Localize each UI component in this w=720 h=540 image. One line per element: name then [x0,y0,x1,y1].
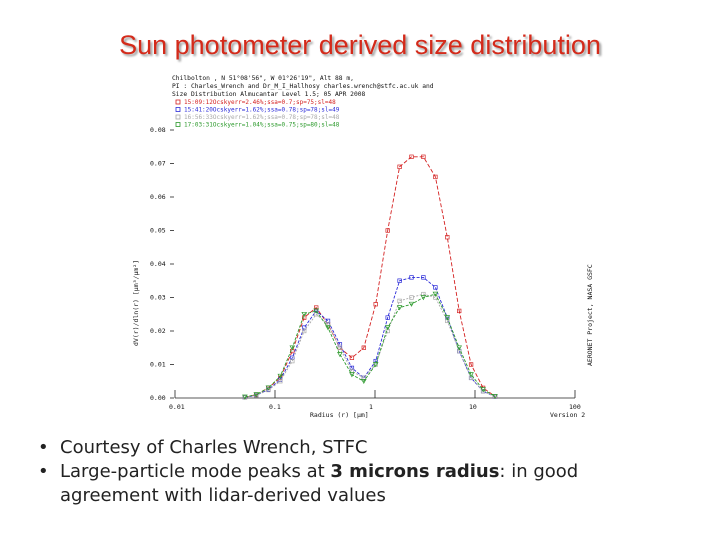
bullet-emphasis: 3 microns radius [330,461,500,482]
bullet-text: Courtesy of Charles Wrench, STFC [60,437,368,458]
legend-marker [175,107,181,112]
data-point [408,301,415,307]
data-point [385,315,390,320]
legend-marker [175,99,181,105]
data-point [361,345,366,350]
series-line [244,276,496,398]
data-point [289,345,296,351]
data-point [372,362,379,368]
chart-series [242,154,498,400]
data-point [302,328,307,334]
bullet-text: Large-particle mode peaks at [60,461,331,482]
data-point [313,308,319,314]
y-tick-label: 0.03 [150,294,166,302]
legend-entry: 15:09:12Ocskyerr=2.46%;ssa=0.7;sp=75;sl=… [184,99,336,106]
bullet-text: : in good [499,461,579,482]
y-tick-label: 0.07 [150,160,166,168]
x-tick-label: 100 [569,403,581,411]
data-point [301,311,307,318]
data-point [409,275,414,280]
data-point [409,295,414,300]
bullet-item: • Courtesy of Charles Wrench, STFC [36,436,696,460]
data-point [433,174,438,180]
data-point [456,345,462,351]
bullet-item: • Large-particle mode peaks at 3 microns … [36,460,696,508]
y-tick-label: 0.06 [150,193,166,201]
chart-header-line: Size Distribution Almucantar Level 1.5; … [172,91,366,98]
y-tick-label: 0.02 [150,327,166,335]
data-point [361,378,367,385]
legend-entry: 17:03:31Ocskyerr=1.04%;ssa=0.75;sp=80;sl… [184,122,340,129]
legend-marker [175,122,181,127]
y-tick-label: 0.04 [150,260,166,268]
data-point [468,372,474,378]
data-point [421,275,426,280]
data-point [265,385,272,391]
data-point [492,393,498,400]
series-line [244,293,496,398]
data-point [432,291,439,297]
data-point [480,387,486,393]
chart-header-line: PI : Charles_Wrench and Dr_M_I_Hallhosy … [172,83,434,90]
data-point [409,154,414,159]
y-tick-label: 0.00 [150,394,166,402]
bullet-dot: • [38,437,49,458]
data-point [337,345,343,350]
data-point [337,352,343,358]
y-tick-label: 0.08 [150,126,166,134]
legend-entry: 15:41:20Ocskyerr=1.62%;ssa=0.78;sp=78;sl… [184,107,340,114]
data-point [421,291,426,297]
data-point [325,325,331,331]
x-tick-label: 0.01 [169,403,185,411]
data-point [397,298,402,304]
chart-header-line: Chilbolton , N 51°08'56", W 01°26'19", A… [172,74,354,82]
data-point [349,372,355,378]
legend-entry: 16:56:33Ocskyerr=1.62%;ssa=0.78;sp=78;sl… [184,114,340,121]
data-point [278,379,283,384]
x-tick-label: 1 [369,403,373,411]
series-line [244,156,496,398]
data-point [468,362,474,367]
series-line [244,293,496,398]
data-point [253,392,260,398]
bullet-dot: • [38,461,49,482]
data-point [420,295,427,301]
x-tick-label: 0.1 [269,403,281,411]
x-tick-label: 10 [469,403,477,411]
data-point [433,285,438,290]
data-point [444,315,451,321]
chart-background [123,70,596,424]
slide-title: Sun photometer derived size distribution [119,30,601,60]
chart-header: Chilbolton , N 51°08'56", W 01°26'19", A… [172,74,434,129]
x-axis-label: Radius (r) [µm] [310,411,369,419]
legend-marker [175,114,181,120]
data-point [445,235,450,240]
y-axis-label: dV(r)/dln(r) [µm³/µm²] [132,260,140,346]
right-side-label: AERONET Project, NASA GSFC [586,264,594,366]
y-tick-label: 0.05 [150,227,166,235]
data-point [397,278,402,283]
chart-axes: 0.000.010.020.030.040.050.060.070.080.01… [150,126,581,411]
data-point [457,308,462,314]
data-point [290,358,295,364]
version-label: Version 2 [550,411,585,419]
data-point [384,325,391,331]
data-point [397,164,402,169]
data-point [242,394,248,400]
bullet-list: • Courtesy of Charles Wrench, STFC • Large… [36,436,696,508]
y-tick-label: 0.01 [150,361,166,369]
data-point [480,389,486,394]
data-point [361,375,366,381]
data-point [373,302,378,307]
data-point [349,355,355,360]
bullet-text: agreement with lidar-derived values [60,485,386,506]
data-point [385,228,390,233]
data-point [396,305,403,311]
data-point [277,373,284,379]
data-point [421,154,426,159]
